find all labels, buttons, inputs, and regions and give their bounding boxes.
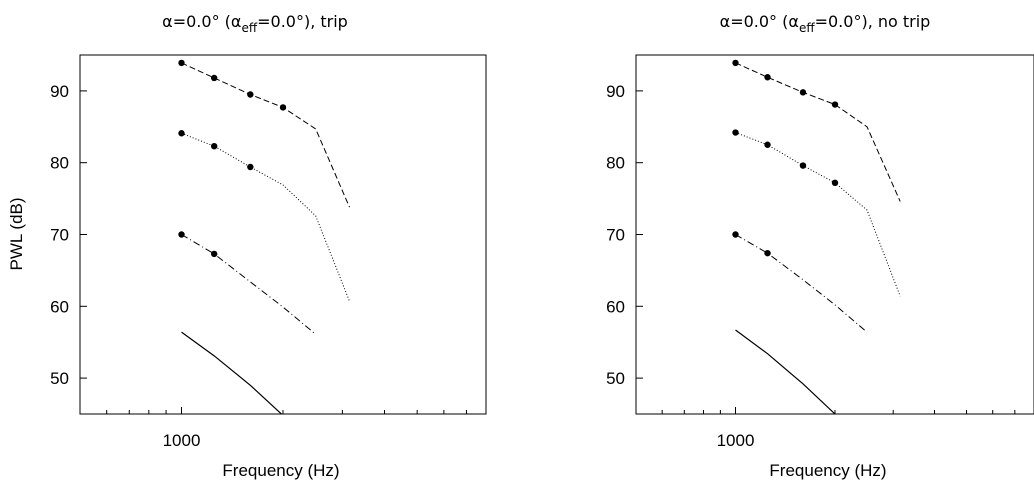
data-point: [279, 104, 287, 111]
y-tick-label: 90: [50, 82, 69, 101]
title-subscript: eff: [799, 21, 815, 35]
y-tick-label: 60: [50, 297, 69, 316]
y-tick-label: 80: [50, 154, 69, 173]
series-line-dotted: [181, 132, 350, 302]
title-suffix: =0.0°), no trip: [815, 12, 931, 31]
series-line-dashed: [181, 62, 350, 208]
title-suffix: =0.0°), trip: [257, 12, 348, 31]
series-line-dashed: [735, 62, 901, 202]
x-tick-label: 1000: [163, 431, 201, 450]
data-point: [732, 59, 739, 67]
data-point: [831, 101, 839, 108]
data-point: [764, 249, 771, 257]
series-line-dashdot: [181, 234, 317, 335]
y-axis-label: PWL (dB): [7, 197, 26, 270]
title-prefix: α=0.0° (α: [162, 12, 241, 31]
x-axis-label: Frequency (Hz): [222, 461, 339, 480]
x-tick-label: 1000: [717, 431, 755, 450]
data-point: [210, 74, 218, 82]
series-line-dashdot: [735, 234, 868, 333]
chart-title: α=0.0° (αeff=0.0°), no trip: [720, 12, 931, 35]
y-tick-label: 80: [606, 154, 625, 173]
series-line-solid: [181, 331, 283, 414]
data-point: [178, 231, 185, 238]
x-axis-label: Frequency (Hz): [769, 461, 886, 480]
y-tick-label: 50: [606, 369, 625, 388]
data-point: [247, 91, 254, 98]
data-point: [178, 59, 185, 67]
data-point: [764, 141, 771, 148]
y-tick-label: 70: [606, 226, 625, 245]
data-point: [732, 231, 739, 238]
data-point: [799, 89, 807, 96]
data-point: [831, 179, 839, 186]
title-prefix: α=0.0° (α: [720, 12, 799, 31]
title-subscript: eff: [241, 21, 257, 35]
data-point: [732, 129, 739, 136]
y-tick-label: 90: [606, 82, 625, 101]
chart-panel-trip: α=0.0° (αeff=0.0°), trip Frequency (Hz) …: [50, 12, 487, 480]
chart-title: α=0.0° (αeff=0.0°), trip: [162, 12, 348, 35]
data-point: [247, 163, 254, 171]
data-point: [799, 162, 807, 169]
chart-panel-no-trip: α=0.0° (αeff=0.0°), no trip Frequency (H…: [606, 12, 1034, 480]
y-tick-label: 50: [50, 369, 69, 388]
data-point: [210, 250, 218, 258]
data-point: [178, 130, 185, 137]
series-line-solid: [735, 329, 836, 414]
series-line-dotted: [735, 132, 901, 297]
data-point: [764, 74, 771, 81]
y-tick-label: 70: [50, 226, 69, 245]
plot-frame: [635, 54, 1034, 415]
y-tick-label: 60: [606, 297, 625, 316]
data-point: [210, 142, 218, 150]
